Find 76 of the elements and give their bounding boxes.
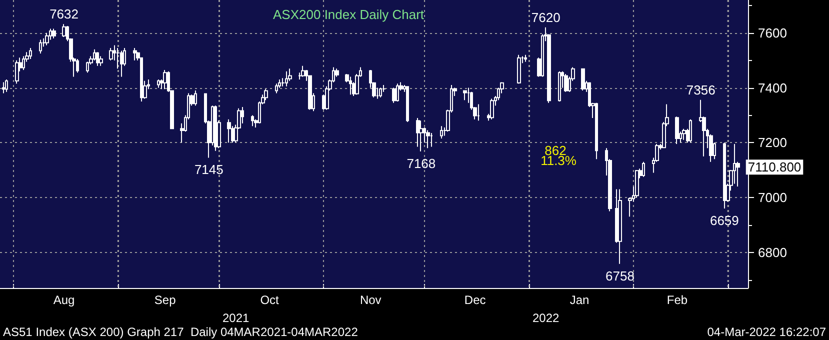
candlestick bbox=[490, 98, 494, 120]
candlestick bbox=[419, 120, 423, 152]
candlestick bbox=[396, 83, 399, 102]
candlestick bbox=[285, 70, 288, 87]
annotation: 7110.800 bbox=[748, 160, 802, 175]
candlestick bbox=[564, 74, 568, 92]
candlestick bbox=[301, 65, 305, 78]
candlestick bbox=[251, 114, 254, 127]
candlestick bbox=[581, 68, 585, 92]
y-tick-label: 7200 bbox=[758, 135, 787, 150]
candlestick bbox=[109, 48, 113, 61]
candlestick bbox=[426, 130, 430, 149]
candlestick bbox=[682, 128, 686, 140]
candlestick bbox=[194, 90, 197, 106]
candlestick bbox=[22, 56, 25, 70]
candlestick bbox=[96, 52, 99, 66]
candlestick bbox=[524, 54, 527, 62]
x-tick-label: Aug bbox=[53, 293, 75, 307]
x2-tick-label: 2022 bbox=[532, 311, 560, 325]
candlestick bbox=[595, 102, 598, 160]
annotation: 7145 bbox=[194, 162, 224, 178]
x2-tick-label: 2021 bbox=[222, 311, 250, 325]
candlestick bbox=[440, 126, 443, 140]
candlestick bbox=[275, 83, 278, 94]
candlestick bbox=[2, 82, 5, 94]
candlestick bbox=[5, 79, 8, 92]
y-tick-label: 6800 bbox=[758, 244, 787, 260]
candlestick bbox=[157, 79, 160, 88]
candlestick bbox=[15, 60, 19, 84]
x-tick-label: Oct bbox=[260, 293, 280, 307]
candlestick bbox=[99, 56, 103, 66]
candlestick bbox=[635, 170, 639, 198]
text: 04-Mar-2022 16:22:07 bbox=[707, 325, 826, 339]
candlestick bbox=[227, 118, 231, 144]
candlestick bbox=[430, 132, 433, 148]
candlestick bbox=[214, 105, 217, 152]
y-tick-label: 7400 bbox=[758, 80, 787, 96]
candlestick bbox=[406, 86, 409, 123]
candlestick bbox=[618, 188, 622, 264]
annotation: 6659 bbox=[710, 212, 739, 228]
annotation: 7356 bbox=[686, 82, 716, 98]
annotation: 6758 bbox=[606, 268, 634, 284]
candlestick bbox=[76, 58, 79, 74]
candlestick bbox=[264, 88, 268, 101]
candlestick bbox=[133, 48, 137, 61]
candlestick bbox=[39, 39, 42, 54]
candlestick bbox=[349, 76, 352, 96]
candlestick bbox=[642, 161, 645, 178]
annotation: 7632 bbox=[50, 6, 78, 22]
annotation: 7620 bbox=[531, 10, 560, 25]
y-tick-label: 7000 bbox=[758, 190, 787, 205]
candlestick bbox=[45, 32, 49, 46]
candlestick bbox=[689, 118, 692, 144]
candlestick bbox=[723, 142, 726, 209]
x-tick-label: Feb bbox=[666, 293, 688, 307]
candlestick bbox=[392, 87, 396, 104]
candlestick bbox=[379, 87, 382, 98]
candlestick bbox=[517, 54, 521, 84]
candlestick bbox=[52, 28, 56, 39]
x-tick-label: Dec bbox=[464, 293, 486, 307]
annotation: 7168 bbox=[406, 156, 436, 171]
x-tick-label: Sep bbox=[154, 293, 176, 307]
x-tick-label: Jan bbox=[570, 293, 590, 307]
y-tick-label: 7600 bbox=[758, 25, 787, 40]
candlestick bbox=[62, 24, 66, 38]
candlestick bbox=[558, 70, 561, 102]
candlestick bbox=[463, 90, 467, 101]
candlestick bbox=[675, 116, 679, 144]
candlestick bbox=[120, 50, 123, 78]
text: AS51 Index (ASX 200) Graph 217 Daily 04MAR2021-04MAR2022 bbox=[3, 325, 358, 339]
candlestick bbox=[477, 104, 480, 122]
text: ASX200 Index Daily Chart bbox=[273, 7, 424, 22]
candlestick bbox=[29, 48, 32, 60]
candlestick bbox=[416, 117, 420, 148]
x-tick-label: Nov bbox=[360, 293, 382, 307]
candlestick bbox=[163, 69, 167, 90]
